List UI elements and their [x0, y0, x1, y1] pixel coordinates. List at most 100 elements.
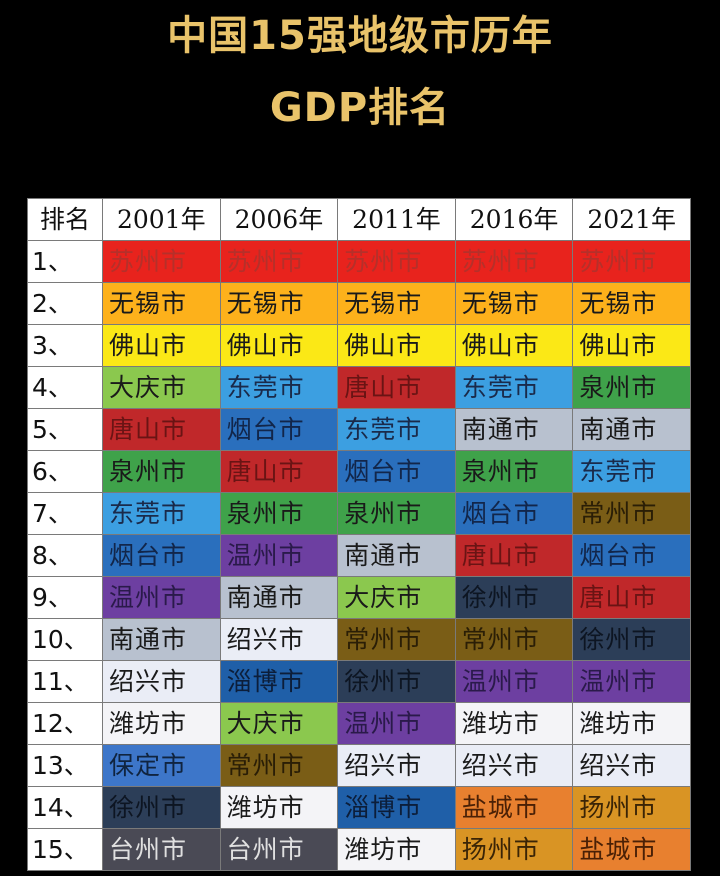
city-cell: 唐山市	[219, 450, 339, 493]
city-cell: 绍兴市	[102, 660, 221, 703]
city-cell: 台州市	[219, 828, 339, 871]
city-cell: 佛山市	[337, 324, 456, 367]
city-cell: 唐山市	[102, 408, 221, 451]
rank-cell: 4、	[27, 366, 103, 409]
city-cell: 泉州市	[572, 366, 691, 409]
city-cell: 潍坊市	[219, 786, 339, 829]
table-row: 3、 佛山市 佛山市 佛山市 佛山市 佛山市	[27, 324, 691, 367]
city-cell: 潍坊市	[102, 702, 221, 745]
rank-cell: 10、	[27, 618, 103, 661]
table-row: 6、 泉州市 唐山市 烟台市 泉州市 东莞市	[27, 450, 691, 493]
page-subtitle: GDP排名	[269, 85, 451, 131]
page-title: 中国15强地级市历年	[167, 13, 553, 59]
city-cell: 东莞市	[219, 366, 339, 409]
rank-cell: 5、	[27, 408, 103, 451]
city-cell: 无锡市	[454, 282, 574, 325]
city-cell: 南通市	[219, 576, 339, 619]
table-row: 12、 潍坊市 大庆市 温州市 潍坊市 潍坊市	[27, 702, 691, 745]
city-cell: 无锡市	[572, 282, 691, 325]
city-cell: 徐州市	[102, 786, 221, 829]
city-cell: 大庆市	[102, 366, 221, 409]
rank-cell: 13、	[27, 744, 103, 787]
city-cell: 绍兴市	[454, 744, 574, 787]
table-row: 8、 烟台市 温州市 南通市 唐山市 烟台市	[27, 534, 691, 577]
city-cell: 烟台市	[102, 534, 221, 577]
rank-cell: 1、	[27, 240, 103, 283]
city-cell: 淄博市	[219, 660, 339, 703]
city-cell: 佛山市	[219, 324, 339, 367]
city-cell: 烟台市	[337, 450, 456, 493]
city-cell: 大庆市	[337, 576, 456, 619]
table-row: 2、 无锡市 无锡市 无锡市 无锡市 无锡市	[27, 282, 691, 325]
rank-cell: 14、	[27, 786, 103, 829]
table-row: 13、 保定市 常州市 绍兴市 绍兴市 绍兴市	[27, 744, 691, 787]
city-cell: 温州市	[572, 660, 691, 703]
city-cell: 泉州市	[102, 450, 221, 493]
rank-cell: 2、	[27, 282, 103, 325]
rank-cell: 6、	[27, 450, 103, 493]
city-cell: 无锡市	[337, 282, 456, 325]
city-cell: 佛山市	[454, 324, 574, 367]
city-cell: 南通市	[572, 408, 691, 451]
header-year: 2021年	[572, 198, 691, 241]
city-cell: 温州市	[219, 534, 339, 577]
city-cell: 盐城市	[454, 786, 574, 829]
city-cell: 东莞市	[102, 492, 221, 535]
city-cell: 温州市	[454, 660, 574, 703]
city-cell: 苏州市	[454, 240, 574, 283]
city-cell: 泉州市	[454, 450, 574, 493]
city-cell: 绍兴市	[219, 618, 339, 661]
city-cell: 绍兴市	[337, 744, 456, 787]
city-cell: 常州市	[219, 744, 339, 787]
city-cell: 台州市	[102, 828, 221, 871]
header-year: 2006年	[219, 198, 339, 241]
city-cell: 潍坊市	[454, 702, 574, 745]
city-cell: 徐州市	[454, 576, 574, 619]
table-row: 7、 东莞市 泉州市 泉州市 烟台市 常州市	[27, 492, 691, 535]
rank-cell: 15、	[27, 828, 103, 871]
rank-cell: 7、	[27, 492, 103, 535]
city-cell: 温州市	[102, 576, 221, 619]
city-cell: 潍坊市	[572, 702, 691, 745]
rank-cell: 3、	[27, 324, 103, 367]
table-row: 9、 温州市 南通市 大庆市 徐州市 唐山市	[27, 576, 691, 619]
table-row: 5、 唐山市 烟台市 东莞市 南通市 南通市	[27, 408, 691, 451]
rank-cell: 9、	[27, 576, 103, 619]
city-cell: 盐城市	[572, 828, 691, 871]
header-rank: 排名	[27, 198, 103, 241]
city-cell: 东莞市	[337, 408, 456, 451]
rank-cell: 12、	[27, 702, 103, 745]
header-year: 2016年	[454, 198, 574, 241]
table-row: 4、 大庆市 东莞市 唐山市 东莞市 泉州市	[27, 366, 691, 409]
city-cell: 徐州市	[572, 618, 691, 661]
city-cell: 苏州市	[102, 240, 221, 283]
gdp-rank-table: 排名 2001年 2006年 2011年 2016年 2021年 1、 苏州市 苏州…	[27, 198, 691, 871]
city-cell: 苏州市	[572, 240, 691, 283]
city-cell: 无锡市	[219, 282, 339, 325]
city-cell: 徐州市	[337, 660, 456, 703]
city-cell: 常州市	[572, 492, 691, 535]
city-cell: 唐山市	[337, 366, 456, 409]
city-cell: 大庆市	[219, 702, 339, 745]
city-cell: 烟台市	[219, 408, 339, 451]
city-cell: 潍坊市	[337, 828, 456, 871]
city-cell: 泉州市	[337, 492, 456, 535]
city-cell: 佛山市	[572, 324, 691, 367]
city-cell: 泉州市	[219, 492, 339, 535]
city-cell: 常州市	[337, 618, 456, 661]
city-cell: 温州市	[337, 702, 456, 745]
city-cell: 无锡市	[102, 282, 221, 325]
table-header-row: 排名 2001年 2006年 2011年 2016年 2021年	[27, 198, 691, 241]
city-cell: 扬州市	[572, 786, 691, 829]
city-cell: 淄博市	[337, 786, 456, 829]
city-cell: 佛山市	[102, 324, 221, 367]
table-row: 14、 徐州市 潍坊市 淄博市 盐城市 扬州市	[27, 786, 691, 829]
city-cell: 唐山市	[572, 576, 691, 619]
city-cell: 绍兴市	[572, 744, 691, 787]
table-row: 1、 苏州市 苏州市 苏州市 苏州市 苏州市	[27, 240, 691, 283]
city-cell: 南通市	[102, 618, 221, 661]
header-year: 2001年	[102, 198, 221, 241]
city-cell: 烟台市	[454, 492, 574, 535]
city-cell: 南通市	[337, 534, 456, 577]
city-cell: 扬州市	[454, 828, 574, 871]
